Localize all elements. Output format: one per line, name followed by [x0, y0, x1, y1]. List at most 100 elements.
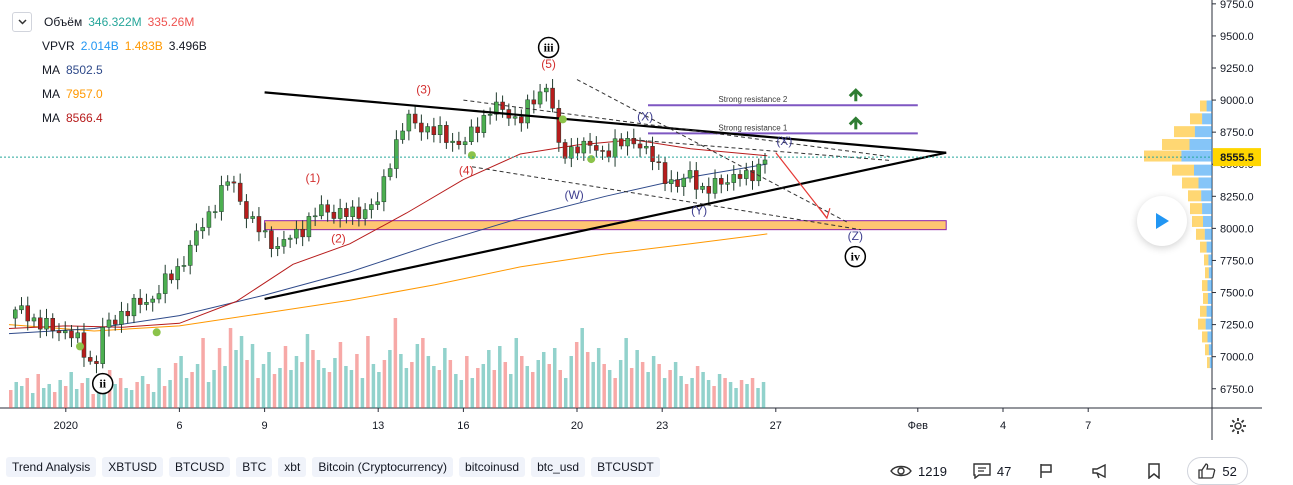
volume-bar: [541, 352, 546, 408]
gear-icon[interactable]: [1228, 416, 1248, 436]
candle-body: [75, 332, 80, 339]
wave-label: (2): [331, 231, 346, 245]
volume-bar: [415, 344, 420, 408]
candle-body: [194, 230, 199, 246]
volume-bar: [14, 382, 18, 408]
volume-bar: [157, 368, 161, 408]
volume-profile-buy: [1209, 357, 1212, 369]
volume-bar: [91, 394, 95, 408]
wave-circle-label: ii: [99, 377, 106, 391]
volume-bar: [679, 376, 683, 408]
candle-body: [369, 204, 374, 210]
volume-bar: [476, 368, 480, 408]
flag-icon[interactable]: [1039, 463, 1053, 479]
volume-bar: [563, 378, 568, 408]
legend-vpvr-value-2: 1.483B: [124, 39, 163, 53]
candle-body: [325, 204, 330, 213]
volume-bar: [492, 370, 497, 408]
candle-body: [487, 114, 493, 116]
candle-body: [162, 273, 168, 294]
y-tick-label: 8750.0: [1220, 127, 1254, 139]
candle-body: [419, 122, 424, 133]
volume-bar: [344, 366, 348, 408]
tag[interactable]: Bitcoin (Cryptocurrency): [312, 457, 454, 477]
candle-body: [319, 204, 324, 217]
y-tick-label: 7750.0: [1220, 255, 1254, 267]
candle-body: [444, 125, 449, 143]
legend-ma-3-name: MA: [42, 111, 60, 125]
volume-bar: [432, 366, 436, 408]
volume-profile-sell: [1200, 241, 1207, 253]
bookmark-icon[interactable]: [1147, 463, 1161, 479]
like-button[interactable]: 52: [1187, 457, 1248, 485]
candle-body: [575, 146, 580, 154]
tag[interactable]: bitcoinusd: [459, 457, 526, 477]
candle-body: [12, 309, 18, 319]
signal-dot: [152, 328, 161, 337]
comments-stat[interactable]: 47: [973, 463, 1011, 479]
volume-profile-buy: [1206, 241, 1212, 253]
volume-profile-sell: [1198, 318, 1206, 330]
wave-circle: [844, 245, 867, 268]
volume-profile-sell: [1190, 203, 1203, 215]
triangle-upper-line: [264, 91, 947, 154]
candle-body: [744, 170, 749, 179]
candle-body: [581, 140, 587, 154]
tag[interactable]: xbt: [278, 457, 307, 477]
volume-bar: [569, 356, 573, 408]
volume-bar: [388, 350, 392, 408]
signal-dot: [76, 342, 84, 351]
candle-body: [150, 298, 155, 303]
legend-ma-3-value: 8566.4: [66, 111, 103, 125]
candle-body: [475, 126, 480, 133]
volume-bar: [217, 348, 222, 408]
chart-area[interactable]: 9750.09500.09250.09000.08750.08500.08250…: [0, 0, 1262, 440]
candle-body: [456, 140, 462, 145]
tag[interactable]: BTCUSD: [168, 457, 231, 477]
y-tick-label: 7500.0: [1220, 288, 1254, 300]
candle-body: [681, 177, 687, 187]
tag[interactable]: btc_usd: [531, 457, 586, 477]
volume-bar: [547, 364, 551, 408]
candle-body: [662, 162, 668, 184]
volume-bar: [613, 378, 617, 408]
volume-bar: [179, 356, 183, 408]
legend-ma-3: MA 8566.4: [12, 106, 207, 130]
volume-profile-buy: [1194, 126, 1212, 138]
volume-bar: [102, 382, 106, 408]
tag[interactable]: BTCUSDT: [591, 457, 660, 477]
play-button[interactable]: [1137, 196, 1187, 246]
thumbs-up-icon: [1198, 463, 1216, 479]
tag[interactable]: Trend Analysis: [6, 457, 97, 477]
candle-body: [569, 146, 574, 159]
volume-bar: [58, 380, 62, 408]
legend-ma-1-name: MA: [42, 63, 60, 77]
megaphone-icon[interactable]: [1091, 463, 1111, 479]
volume-profile-sell: [1205, 344, 1209, 356]
volume-bar: [52, 392, 57, 408]
legend-volume-value-1: 346.322M: [88, 15, 142, 29]
candle-body: [725, 182, 730, 185]
volume-bar: [250, 344, 255, 408]
volume-bar: [520, 356, 524, 408]
volume-bar: [129, 390, 134, 408]
legend-vpvr-value-1: 2.014B: [80, 39, 119, 53]
volume-bar: [596, 348, 601, 408]
candle-body: [650, 146, 655, 162]
volume-bar: [470, 378, 475, 408]
volume-profile-buy: [1194, 164, 1212, 176]
volume-bar: [25, 378, 29, 408]
volume-bar: [371, 364, 376, 408]
legend-collapse-button[interactable]: [12, 12, 32, 32]
volume-profile-sell: [1205, 267, 1209, 279]
candle-body: [450, 140, 455, 143]
tag[interactable]: XBTUSD: [102, 457, 163, 477]
price-chart[interactable]: 9750.09500.09250.09000.08750.08500.08250…: [0, 0, 1262, 440]
candle-body: [750, 170, 755, 182]
candle-body: [500, 101, 505, 110]
wave-channel-line: [633, 139, 890, 161]
volume-bar: [327, 372, 332, 408]
play-icon: [1156, 213, 1169, 229]
tag[interactable]: BTC: [236, 457, 273, 477]
candle-body: [694, 170, 699, 190]
